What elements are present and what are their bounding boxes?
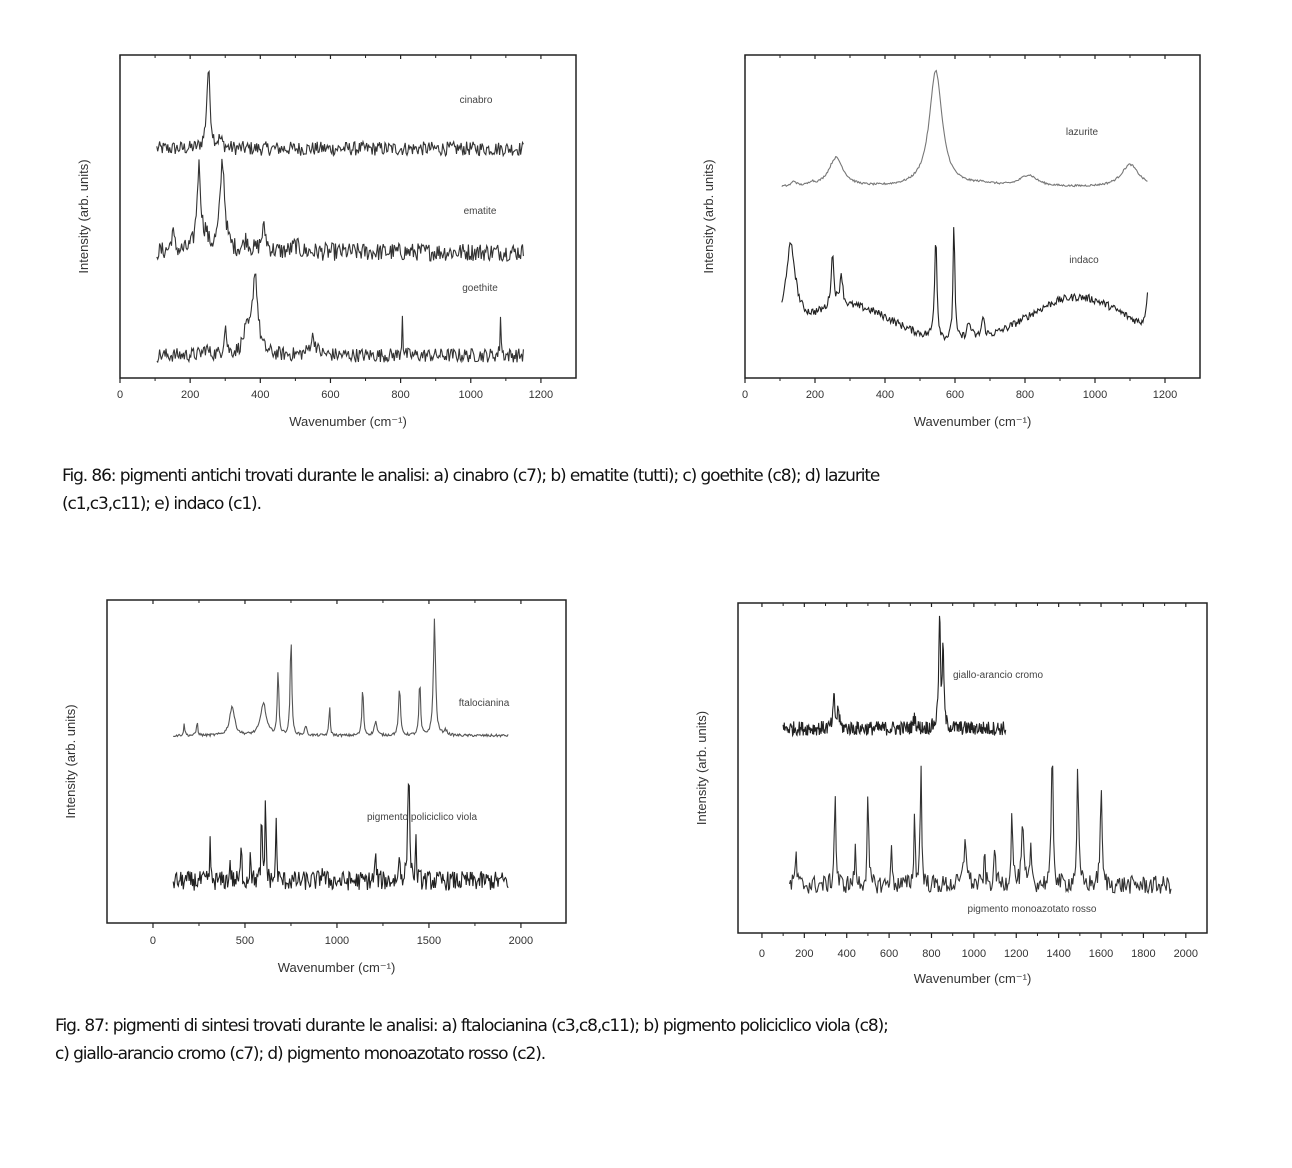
series-label: indaco — [1069, 255, 1099, 266]
x-tick-label: 600 — [946, 389, 964, 401]
caption-line: (c1,c3,c11); e) indaco (c1). — [62, 494, 262, 514]
x-axis-label: Wavenumber (cm⁻¹) — [914, 971, 1032, 986]
x-tick-label: 2000 — [509, 935, 533, 947]
x-tick-label: 400 — [838, 948, 856, 960]
figure-87-caption: Fig. 87: pigmenti di sintesi trovati dur… — [55, 1012, 889, 1068]
x-tick-label: 200 — [795, 948, 813, 960]
x-axis-label: Wavenumber (cm⁻¹) — [278, 960, 396, 975]
x-tick-label: 1800 — [1131, 948, 1155, 960]
chart-3: 0 500 1000 1500 2000 Wavenumber (cm⁻¹) Intensi… — [63, 599, 567, 975]
spectrum-ematite — [156, 158, 524, 262]
x-tick-label: 1000 — [459, 389, 483, 401]
x-tick-label: 1200 — [1153, 389, 1177, 401]
spectrum-pigmento-policiclico-viola — [172, 782, 509, 891]
spectrum-indaco — [781, 227, 1149, 342]
y-axis-label: Intensity (arb. units) — [76, 159, 91, 273]
series-label: ematite — [464, 206, 497, 217]
x-tick-label: 1500 — [417, 935, 441, 947]
x-tick-label: 1000 — [325, 935, 349, 947]
chart-2: 0 200 400 600 800 1000 1200 Wavenumber (cm⁻¹) In… — [701, 54, 1201, 429]
x-tick-label: 0 — [759, 948, 765, 960]
series-label: ftalocianina — [459, 698, 510, 709]
caption-line: Fig. 87: pigmenti di sintesi trovati dur… — [55, 1016, 889, 1036]
caption-line: c) giallo-arancio cromo (c7); d) pigment… — [55, 1044, 546, 1064]
x-tick-label: 1200 — [1004, 948, 1028, 960]
x-tick-label: 800 — [391, 389, 409, 401]
chart-4: 0 200 400 600 800 1000 1200 1400 1600 1800 2000 Wav… — [694, 602, 1208, 986]
x-tick-label: 800 — [1016, 389, 1034, 401]
x-tick-label: 400 — [251, 389, 269, 401]
x-tick-label: 1200 — [529, 389, 553, 401]
y-axis-label: Intensity (arb. units) — [63, 704, 78, 818]
y-axis-label: Intensity (arb. units) — [701, 159, 716, 273]
figure-86-caption: Fig. 86: pigmenti antichi trovati durant… — [62, 462, 880, 518]
plot-frame — [119, 54, 577, 379]
x-axis-label: Wavenumber (cm⁻¹) — [289, 414, 407, 429]
series-label: giallo-arancio cromo — [953, 670, 1043, 681]
x-tick-label: 600 — [321, 389, 339, 401]
spectrum-cinabro — [156, 69, 524, 158]
spectrum-goethite — [156, 273, 524, 364]
series-label: cinabro — [460, 95, 493, 106]
spectrum-giallo-arancio-cromo — [782, 615, 1007, 738]
spectrum-ftalocianina — [173, 618, 509, 739]
series-label: pigmento policiclico viola — [367, 812, 477, 823]
series-label: pigmento monoazotato rosso — [968, 904, 1097, 915]
y-axis-label: Intensity (arb. units) — [694, 711, 709, 825]
chart-1: 0 200 400 600 800 1000 1200 Wavenumber (cm⁻¹) In… — [76, 54, 577, 429]
x-tick-label: 0 — [150, 935, 156, 947]
x-tick-label: 200 — [806, 389, 824, 401]
x-tick-label: 0 — [117, 389, 123, 401]
series-label: lazurite — [1066, 127, 1099, 138]
x-tick-label: 400 — [876, 389, 894, 401]
x-tick-label: 1400 — [1046, 948, 1070, 960]
x-tick-label: 1600 — [1089, 948, 1113, 960]
spectrum-lazurite — [781, 69, 1148, 188]
caption-line: Fig. 86: pigmenti antichi trovati durant… — [62, 466, 880, 486]
x-tick-label: 0 — [742, 389, 748, 401]
x-tick-label: 1000 — [962, 948, 986, 960]
x-tick-label: 1000 — [1083, 389, 1107, 401]
x-tick-label: 800 — [922, 948, 940, 960]
x-tick-label: 500 — [236, 935, 254, 947]
x-axis-label: Wavenumber (cm⁻¹) — [914, 414, 1032, 429]
plot-frame — [744, 54, 1201, 379]
x-tick-label: 200 — [181, 389, 199, 401]
x-tick-label: 600 — [880, 948, 898, 960]
plot-frame — [737, 602, 1208, 934]
spectrum-pigmento-monoazotato-rosso — [788, 765, 1172, 895]
x-tick-label: 2000 — [1174, 948, 1198, 960]
series-label: goethite — [462, 283, 498, 294]
